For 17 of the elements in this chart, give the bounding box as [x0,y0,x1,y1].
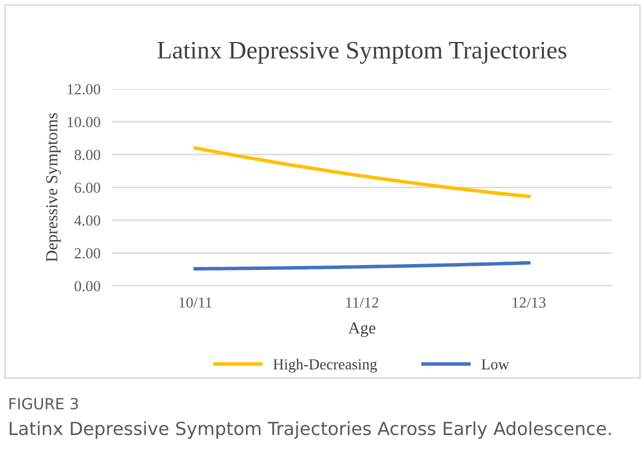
x-axis-title: Age [348,322,376,338]
y-tick-label: 10.00 [68,116,100,128]
y-tick-label: 2.00 [74,248,100,259]
legend-label: Low [482,359,510,370]
text: Latinx Depressive Symptom Trajectories Across Early Adolescence. [10,421,611,439]
y-tick-label: 4.00 [74,215,100,226]
y-tick-label: 0.00 [74,280,100,292]
chart-title: Latinx Depressive Symptom Trajectories [158,42,566,64]
x-tick-label: 11/12 [346,297,378,308]
caption: FIGURE 3 [10,398,78,410]
y-tick-label: 6.00 [74,182,100,193]
x-tick-label: 12/13 [512,297,546,308]
y-tick-label: 8.00 [74,150,100,160]
legend-label: High-Decreasing [273,358,377,373]
y-axis-title: Depressive Symptoms [46,113,61,262]
x-tick-label: 10/11 [179,297,212,308]
y-tick-label: 12.00 [68,84,100,94]
